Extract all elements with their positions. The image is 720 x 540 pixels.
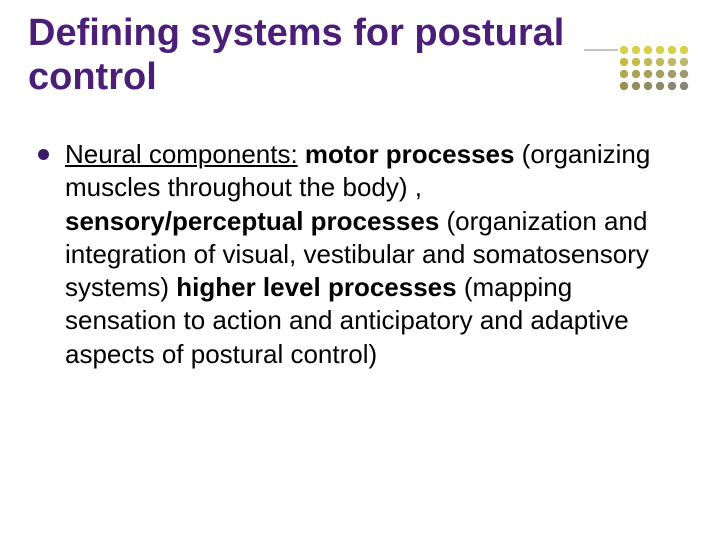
bullet-item: Neural components: motor processes (orga… [38, 138, 658, 371]
text-run: higher level processes [176, 272, 456, 302]
text-run: sensory/perceptual processes [65, 206, 439, 236]
text-run: Neural components: [65, 139, 298, 169]
bullet-dot-icon [38, 149, 49, 160]
slide: Defining systems for postural control Ne… [0, 0, 720, 540]
dot-grid-icon [584, 40, 694, 110]
body-area: Neural components: motor processes (orga… [38, 138, 658, 371]
corner-decoration [584, 40, 694, 110]
text-run: motor processes [305, 139, 515, 169]
text-run [298, 139, 305, 169]
bullet-text: Neural components: motor processes (orga… [65, 138, 658, 371]
slide-title: Defining systems for postural control [28, 12, 568, 99]
